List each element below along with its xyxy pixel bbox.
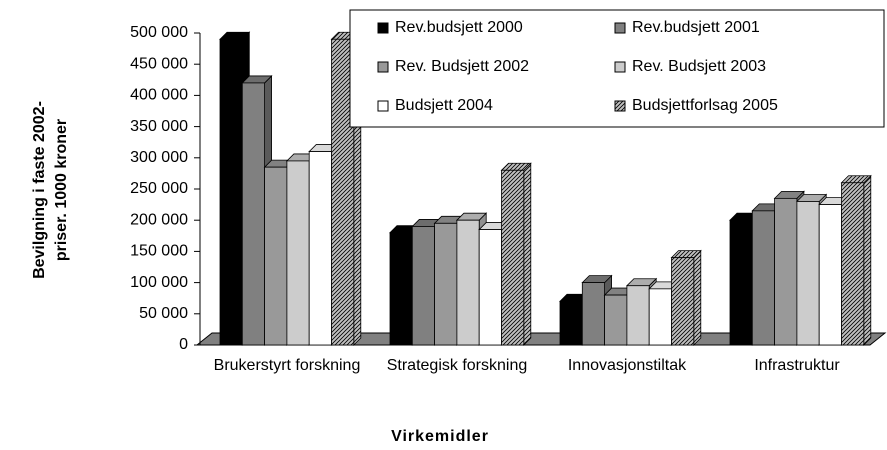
y-tick-label: 450 000 — [130, 55, 188, 72]
bar — [308, 151, 332, 346]
bar-side — [523, 162, 532, 346]
bar — [841, 182, 865, 346]
y-tick-label: 400 000 — [130, 87, 188, 104]
y-tick-label: 100 000 — [130, 274, 188, 291]
y-tick-label: 250 000 — [130, 180, 188, 197]
bar — [264, 166, 288, 346]
bar — [389, 232, 413, 346]
x-tick-label: Infrastruktur — [754, 357, 840, 374]
bar-side — [693, 249, 702, 346]
legend-marker — [614, 100, 626, 112]
y-tick-label: 500 000 — [130, 24, 188, 41]
x-tick-label: Innovasjonstiltak — [567, 357, 687, 374]
y-tick-label: 200 000 — [130, 211, 188, 228]
x-tick-label: Strategisk forskning — [386, 357, 528, 374]
x-tick-label: Brukerstyrt forskning — [213, 357, 361, 374]
bar — [604, 294, 628, 346]
bar — [648, 288, 672, 346]
legend-marker — [377, 61, 389, 73]
y-tick-label: 50 000 — [139, 305, 188, 322]
y-tick-label: 300 000 — [130, 149, 188, 166]
bar — [751, 210, 775, 346]
bar — [774, 197, 798, 346]
bar — [331, 38, 355, 346]
y-tick-label: 0 — [179, 336, 188, 353]
bar — [559, 300, 583, 346]
y-axis-label: Bevilgning i faste 2002- — [31, 101, 48, 279]
bar — [411, 226, 435, 346]
bar — [478, 229, 502, 346]
legend-marker — [614, 61, 626, 73]
legend-label: Rev.budsjett 2000 — [395, 19, 523, 36]
bar — [286, 160, 310, 346]
bar — [729, 219, 753, 346]
bar — [456, 219, 480, 346]
bar — [818, 204, 842, 346]
bar — [219, 38, 243, 346]
legend-marker — [614, 22, 626, 34]
bar — [241, 82, 266, 346]
legend-label: Rev. Budsjett 2002 — [395, 58, 529, 75]
y-tick-label: 350 000 — [130, 118, 188, 135]
y-axis-label: priser. 1000 kroner — [53, 119, 70, 261]
bar — [796, 201, 820, 346]
y-tick-label: 150 000 — [130, 243, 188, 260]
bar-side — [863, 174, 872, 346]
legend-label: Rev. Budsjett 2003 — [632, 58, 766, 75]
bar — [671, 257, 695, 346]
bar — [581, 282, 605, 346]
bar — [434, 222, 458, 346]
legend-label: Rev.budsjett 2001 — [632, 19, 760, 36]
x-axis-label: Virkemidler — [391, 428, 489, 445]
legend-label: Budsjettforlsag 2005 — [632, 97, 778, 114]
bar — [626, 285, 650, 346]
legend-marker — [377, 100, 389, 112]
legend-marker — [377, 22, 389, 34]
bar — [501, 169, 525, 346]
legend-label: Budsjett 2004 — [395, 97, 493, 114]
